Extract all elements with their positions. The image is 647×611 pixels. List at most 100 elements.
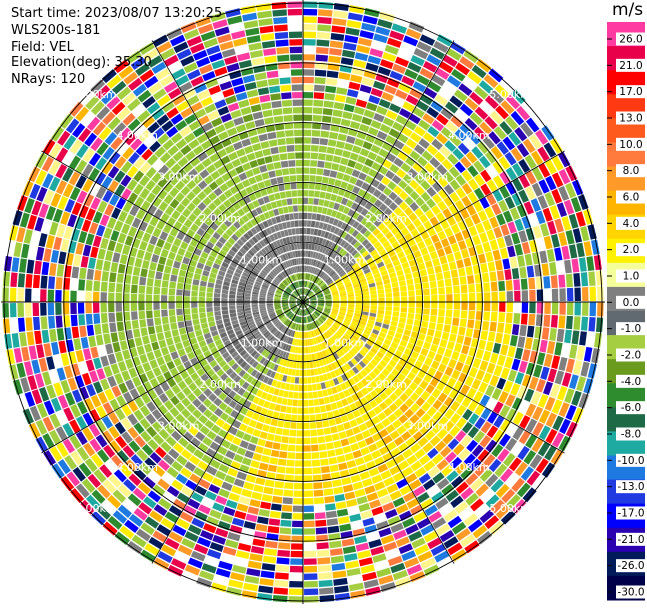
gate-119-37	[288, 16, 302, 23]
gate-119-20	[295, 145, 303, 151]
gate-92-30	[72, 266, 80, 278]
gate-83-24	[125, 359, 134, 370]
gate-59-19	[304, 445, 311, 451]
gate-29-13	[401, 297, 407, 302]
gate-1-19	[311, 153, 319, 160]
gate-58-39	[319, 595, 334, 602]
gate-119-24	[293, 115, 302, 121]
gate-26-24	[480, 263, 488, 273]
gate-6-25	[361, 117, 372, 126]
ring-label-5-45: 5.00km	[489, 88, 531, 101]
gate-31-22	[468, 311, 475, 320]
gate-115-27	[249, 97, 260, 105]
gate-30-27	[507, 302, 513, 312]
gate-118-36	[274, 24, 288, 31]
gate-59-38	[304, 589, 318, 596]
gate-57-24	[323, 481, 333, 488]
gate-58-12	[308, 392, 313, 399]
gate-1-24	[312, 115, 321, 122]
gate-1-27	[314, 92, 325, 99]
gate-2-30	[327, 71, 339, 79]
gate-2-13	[313, 198, 319, 205]
gate-57-30	[328, 526, 340, 534]
gate-24-25	[483, 242, 492, 253]
gate-117-16	[283, 176, 290, 183]
gate-0-30	[303, 69, 314, 75]
gate-119-10	[299, 220, 303, 226]
gate-34-29	[515, 348, 524, 360]
gate-28-10	[378, 293, 384, 297]
gate-114-26	[240, 107, 251, 116]
gate-119-7	[300, 243, 303, 249]
gate-34-14	[405, 324, 412, 331]
gate-112-22	[233, 141, 243, 150]
gate-30-21	[461, 302, 467, 310]
gate-90-15	[184, 296, 190, 302]
gate-89-7	[244, 302, 250, 305]
ring-label-1-45: 1.00km	[324, 254, 366, 267]
gate-58-33	[317, 550, 330, 557]
gate-57-14	[314, 406, 320, 413]
gate-118-20	[287, 145, 295, 152]
gate-29-9	[371, 298, 377, 302]
gate-34-33	[544, 354, 553, 367]
gate-27-15	[415, 283, 422, 289]
gate-93-22	[133, 267, 141, 276]
gate-115-33	[237, 52, 250, 61]
gate-28-27	[506, 280, 513, 291]
gate-117-18	[281, 161, 289, 168]
gate-0-17	[303, 167, 310, 173]
gate-89-16	[176, 302, 182, 308]
gate-116-24	[264, 117, 274, 125]
gate-93-30	[73, 254, 81, 266]
gate-91-14	[191, 291, 198, 297]
gate-89-36	[25, 303, 32, 317]
gate-56-39	[350, 590, 365, 599]
gate-91-32	[56, 277, 63, 289]
gate-94-14	[194, 273, 201, 280]
gate-91-13	[199, 291, 206, 296]
gate-32-13	[400, 312, 407, 318]
gate-61-38	[273, 587, 288, 594]
gate-58-21	[312, 460, 320, 467]
gate-86-29	[81, 337, 89, 349]
gate-26-26	[495, 260, 503, 271]
gate-90-30	[70, 291, 76, 302]
gate-31-14	[408, 308, 415, 314]
gate-65-27	[239, 496, 250, 505]
gate-87-20	[147, 318, 154, 326]
gate-59-11	[303, 385, 307, 391]
gate-31-10	[378, 306, 384, 310]
gate-31-32	[543, 315, 550, 327]
gate-82-20	[156, 357, 165, 366]
gate-6-22	[354, 138, 364, 147]
gate-0-38	[303, 9, 317, 16]
gate-36-27	[494, 365, 503, 377]
gate-95-27	[100, 238, 109, 249]
gate-28-21	[461, 285, 468, 293]
gate-114-27	[238, 99, 249, 108]
gate-63-29	[257, 516, 269, 524]
gate-1-7	[306, 243, 309, 249]
gate-36-21	[451, 351, 459, 360]
gate-96-18	[168, 252, 176, 260]
gate-0-33	[303, 47, 315, 53]
gate-94-28	[90, 246, 98, 258]
gate-61-35	[276, 565, 289, 572]
gate-87-26	[102, 323, 109, 333]
gate-85-28	[90, 347, 98, 359]
gate-4-36	[360, 30, 374, 39]
gate-95-29	[86, 233, 95, 245]
gate-58-35	[318, 565, 331, 572]
gate-117-24	[274, 116, 284, 123]
gate-1-36	[317, 24, 331, 31]
gate-83-25	[118, 361, 127, 372]
gate-28-13	[401, 291, 408, 296]
gate-38-21	[445, 366, 454, 376]
gate-86-20	[148, 326, 155, 335]
gate-93-13	[200, 281, 207, 287]
gate-64-21	[261, 455, 270, 463]
gate-91-10	[221, 294, 227, 298]
ring-label-1-315: 1.00km	[241, 254, 283, 267]
gate-23-20	[444, 246, 452, 255]
